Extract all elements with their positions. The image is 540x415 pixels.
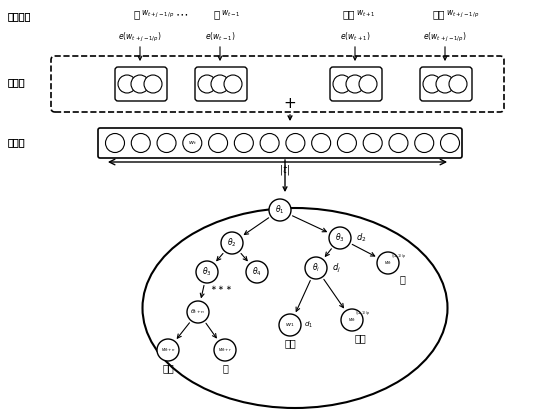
Circle shape — [246, 261, 268, 283]
Circle shape — [211, 75, 229, 93]
Circle shape — [312, 134, 330, 152]
Circle shape — [286, 134, 305, 152]
Text: 被: 被 — [214, 9, 220, 19]
Circle shape — [118, 75, 136, 93]
Circle shape — [389, 134, 408, 152]
Text: $_{(j-1)/p}$: $_{(j-1)/p}$ — [391, 253, 406, 261]
Text: $\theta_2$: $\theta_2$ — [227, 237, 237, 249]
Circle shape — [415, 134, 434, 152]
Circle shape — [196, 261, 218, 283]
Circle shape — [338, 134, 356, 152]
Text: 抢劫: 抢劫 — [354, 333, 366, 343]
Circle shape — [377, 252, 399, 274]
Text: 输出层: 输出层 — [8, 137, 25, 147]
Text: $|t|$: $|t|$ — [279, 163, 291, 177]
Text: +: + — [284, 97, 296, 112]
Text: $e(w_{t+j-1/p})$: $e(w_{t+j-1/p})$ — [118, 30, 162, 44]
Circle shape — [359, 75, 377, 93]
Circle shape — [436, 75, 454, 93]
Circle shape — [157, 339, 179, 361]
Circle shape — [269, 199, 291, 221]
Text: $\theta_1$: $\theta_1$ — [275, 204, 285, 216]
Circle shape — [363, 134, 382, 152]
Text: $w_{t+j-1/p}$: $w_{t+j-1/p}$ — [141, 8, 174, 20]
Text: $w_{t-1}$: $w_{t-1}$ — [221, 9, 241, 19]
Circle shape — [260, 134, 279, 152]
Text: $\theta_3$: $\theta_3$ — [335, 232, 345, 244]
Text: $w_{t+1}$: $w_{t+1}$ — [356, 9, 376, 19]
Text: $w_t$: $w_t$ — [188, 139, 197, 147]
Text: 持刀: 持刀 — [162, 363, 174, 373]
Circle shape — [234, 134, 253, 152]
Text: $e(w_{t+j-1/p})$: $e(w_{t+j-1/p})$ — [423, 30, 467, 44]
Text: $e(w_{t+1})$: $e(w_{t+1})$ — [340, 31, 370, 43]
Text: $d_2$: $d_2$ — [356, 232, 367, 244]
FancyBboxPatch shape — [115, 67, 167, 101]
Text: $_{(j-1)/p}$: $_{(j-1)/p}$ — [355, 310, 370, 318]
Text: $d_j$: $d_j$ — [332, 261, 341, 275]
Text: $w_1$: $w_1$ — [285, 321, 295, 329]
Circle shape — [423, 75, 441, 93]
Circle shape — [208, 134, 227, 152]
Circle shape — [341, 309, 363, 331]
Text: $w_{t}$: $w_{t}$ — [348, 316, 356, 324]
Text: 持刀: 持刀 — [342, 9, 355, 19]
Text: 抢劫: 抢劫 — [433, 9, 445, 19]
Circle shape — [105, 134, 125, 152]
Circle shape — [305, 257, 327, 279]
Text: $w_{t}$: $w_{t}$ — [384, 259, 392, 267]
Text: 输入层: 输入层 — [8, 77, 25, 87]
Circle shape — [131, 75, 149, 93]
Text: $w_{t+n}$: $w_{t+n}$ — [160, 346, 176, 354]
Circle shape — [346, 75, 364, 93]
Text: 原始文本: 原始文本 — [8, 11, 31, 21]
Circle shape — [224, 75, 242, 93]
Circle shape — [221, 232, 243, 254]
FancyBboxPatch shape — [51, 56, 504, 112]
Text: 原始文本: 原始文本 — [8, 11, 31, 21]
Text: $e(w_{t-1})$: $e(w_{t-1})$ — [205, 31, 235, 43]
Circle shape — [441, 134, 460, 152]
Circle shape — [157, 134, 176, 152]
Circle shape — [214, 339, 236, 361]
Text: $w_{t+j-1/p}$: $w_{t+j-1/p}$ — [446, 8, 480, 20]
FancyBboxPatch shape — [98, 128, 462, 158]
FancyBboxPatch shape — [330, 67, 382, 101]
Text: $\theta_3$: $\theta_3$ — [202, 266, 212, 278]
Text: $\theta_{t+n}$: $\theta_{t+n}$ — [190, 308, 206, 317]
Circle shape — [187, 301, 209, 323]
Circle shape — [279, 314, 301, 336]
FancyBboxPatch shape — [195, 67, 247, 101]
Text: $\cdots$: $\cdots$ — [176, 7, 188, 20]
Text: 输入层: 输入层 — [8, 77, 25, 87]
Text: $\theta_4$: $\theta_4$ — [252, 266, 262, 278]
Circle shape — [131, 134, 150, 152]
Text: 输出层: 输出层 — [8, 137, 25, 147]
Text: $\ast\ast\ast$: $\ast\ast\ast$ — [210, 283, 232, 291]
Text: 小明: 小明 — [284, 338, 296, 348]
Circle shape — [144, 75, 162, 93]
Text: 被: 被 — [222, 363, 228, 373]
Circle shape — [198, 75, 216, 93]
Text: $w_{t+r}$: $w_{t+r}$ — [218, 346, 232, 354]
Circle shape — [329, 227, 351, 249]
FancyBboxPatch shape — [420, 67, 472, 101]
Text: $\theta_i$: $\theta_i$ — [312, 262, 320, 274]
Text: 我: 我 — [399, 274, 405, 284]
Circle shape — [333, 75, 351, 93]
Circle shape — [183, 134, 202, 152]
Text: $d_1$: $d_1$ — [304, 320, 313, 330]
Text: 我: 我 — [134, 9, 140, 19]
Circle shape — [449, 75, 467, 93]
